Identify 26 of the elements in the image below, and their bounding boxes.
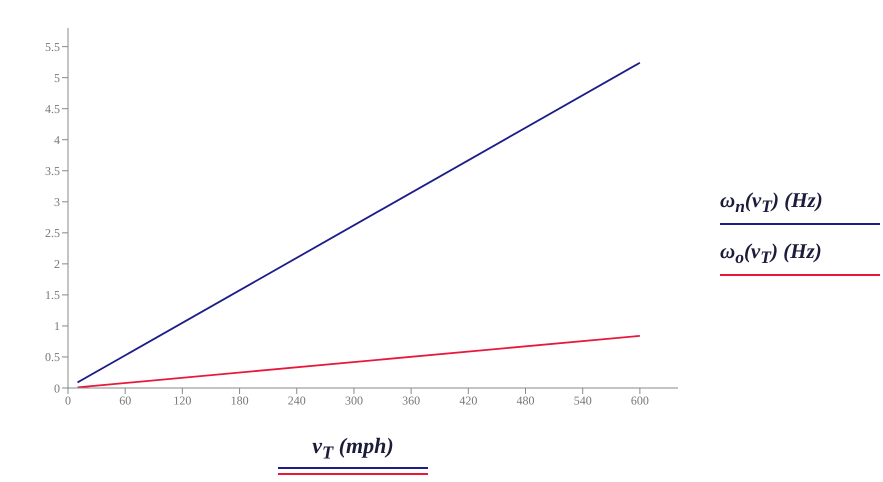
y-tick-label: 0.5 xyxy=(45,350,60,364)
x-tick-label: 480 xyxy=(516,394,534,408)
y-tick-label: 0 xyxy=(54,381,60,396)
x-tick-label: 420 xyxy=(459,394,478,408)
y-tick-label: 2.5 xyxy=(45,226,60,240)
y-tick-label: 3 xyxy=(54,195,60,210)
x-tick-label: 180 xyxy=(230,394,249,408)
y-tick-label: 1.5 xyxy=(45,288,60,302)
y-tick-label: 4 xyxy=(54,132,60,147)
y-tick-label: 3.5 xyxy=(45,164,60,178)
text: ω$_{n}$(v$_{T}$) (Hz) xyxy=(720,188,823,216)
y-tick-label: 5 xyxy=(54,70,60,85)
x-tick-label: 240 xyxy=(288,394,306,408)
y-tick-label: 4.5 xyxy=(45,102,60,116)
y-tick-label: 1 xyxy=(54,319,60,334)
x-tick-label: 60 xyxy=(119,394,132,408)
x-tick-label: 540 xyxy=(574,394,592,408)
y-tick-label: 2 xyxy=(54,257,60,272)
x-tick-label: 0 xyxy=(65,394,71,408)
y-tick-label: 5.5 xyxy=(45,40,60,54)
x-tick-label: 600 xyxy=(630,394,649,408)
x-axis-title: v$_{T}$ (mph) xyxy=(312,433,394,462)
x-tick-label: 120 xyxy=(173,394,192,408)
text: ω$_{o}$(v$_{T}$) (Hz) xyxy=(720,239,822,268)
x-tick-label: 300 xyxy=(344,394,363,408)
x-tick-label: 360 xyxy=(402,394,420,408)
